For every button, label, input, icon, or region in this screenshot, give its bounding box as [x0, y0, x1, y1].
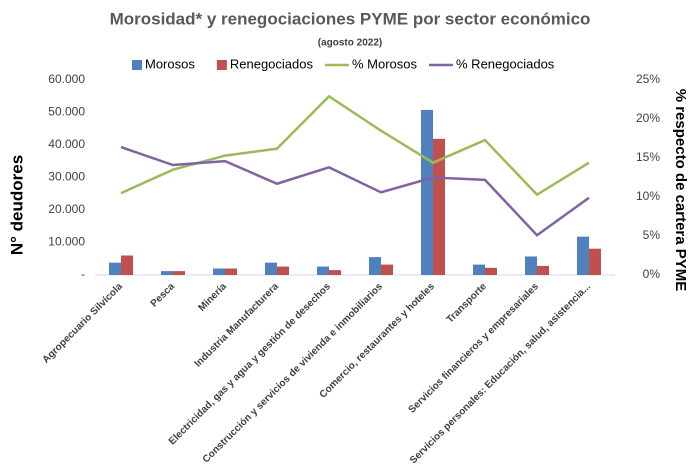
bar	[525, 256, 537, 275]
bar	[485, 267, 497, 275]
y-tick-label: 60.000	[48, 72, 85, 86]
y2-axis-title: % respecto de cartera PYME	[672, 89, 689, 292]
y-tick-label: 50.000	[48, 105, 85, 119]
legend-label: Morosos	[145, 56, 195, 71]
bar	[225, 268, 237, 275]
bar	[381, 264, 393, 275]
bar	[277, 266, 289, 275]
x-tick-label: Minería	[196, 281, 229, 314]
x-tick-label: Pesca	[149, 281, 178, 310]
y-tick-label: -	[81, 267, 85, 281]
bar	[173, 271, 185, 275]
y-tick-label: 30.000	[48, 170, 85, 184]
bar	[369, 257, 381, 275]
y2-tick-label: 10%	[636, 189, 660, 203]
bar	[421, 109, 433, 276]
legend-label: Renegociados	[230, 56, 314, 71]
bar	[317, 266, 329, 275]
bar	[589, 248, 601, 275]
line-series	[120, 145, 590, 237]
bar	[329, 270, 341, 275]
chart-title: Morosidad* y renegociaciones PYME por se…	[110, 9, 591, 28]
bar	[109, 262, 121, 275]
bar	[577, 236, 589, 275]
x-tick-label: Transporte	[445, 281, 490, 326]
y2-tick-label: 20%	[636, 111, 660, 125]
legend-swatch	[132, 60, 142, 70]
bar	[537, 265, 549, 275]
bar	[265, 262, 277, 275]
bar	[161, 271, 173, 275]
y2-tick-label: 15%	[636, 150, 660, 164]
x-tick-label: Comercio, restaurantes y hoteles	[318, 281, 438, 401]
y2-tick-label: 25%	[636, 72, 660, 86]
y-tick-label: 10.000	[48, 235, 85, 249]
bar	[473, 264, 485, 275]
y2-tick-label: 0%	[643, 267, 661, 281]
y-tick-label: 20.000	[48, 202, 85, 216]
legend-label: % Renegociados	[456, 56, 555, 71]
x-tick-label: Agropecuario Silvícola	[41, 281, 126, 366]
chart-subtitle: (agosto 2022)	[318, 38, 382, 49]
y2-tick-label: 5%	[643, 228, 661, 242]
legend-swatch	[216, 60, 227, 70]
y-tick-label: 40.000	[48, 137, 85, 151]
y-axis-title: N° deudores	[7, 155, 26, 255]
bar	[121, 255, 133, 275]
x-tick-label: Construcción y servicios de vivienda e i…	[201, 281, 386, 466]
bar	[433, 138, 445, 275]
legend-label: % Morosos	[352, 56, 418, 71]
x-tick-label: Industria Manufacturera	[193, 281, 282, 370]
x-tick-label: Servicios personales: Educación, salud, …	[408, 281, 593, 466]
bar	[213, 268, 225, 275]
